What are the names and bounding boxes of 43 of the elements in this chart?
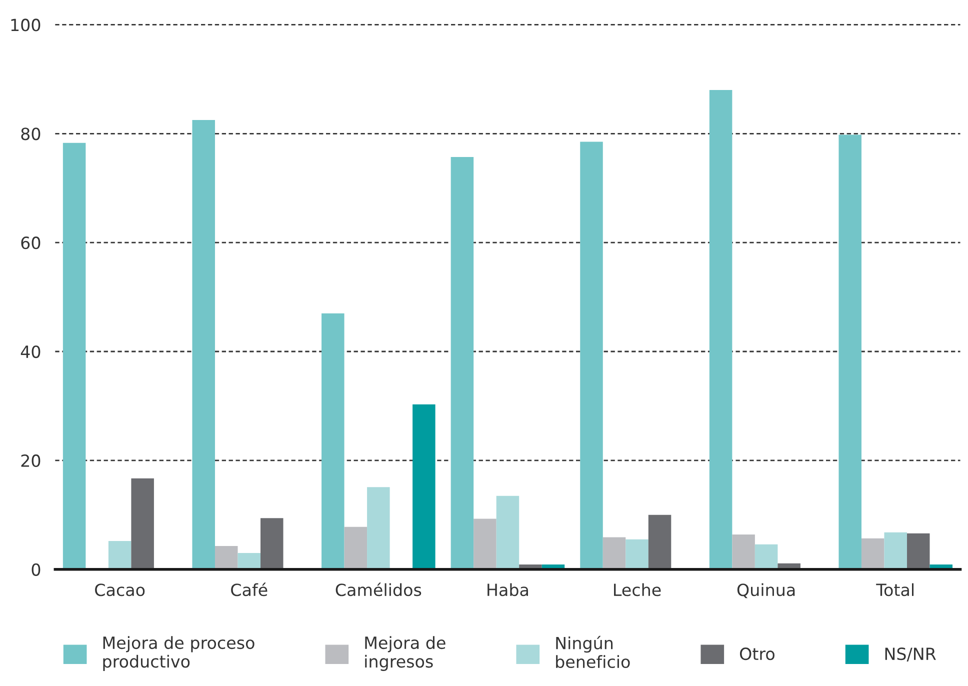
x-tick-label: Haba bbox=[488, 583, 528, 596]
legend-label: Otro bbox=[740, 648, 774, 660]
y-tick-label: 80 bbox=[21, 128, 40, 140]
bar bbox=[709, 90, 732, 570]
y-tick-label: 40 bbox=[20, 345, 40, 358]
legend-label: Mejora de proceso productivo bbox=[103, 636, 254, 671]
bar bbox=[906, 533, 930, 570]
y-tick-label: 0 bbox=[32, 563, 40, 576]
bar bbox=[626, 539, 648, 570]
bar bbox=[344, 526, 368, 570]
bar bbox=[496, 496, 520, 570]
bar bbox=[474, 518, 496, 570]
y-tick-label: 100 bbox=[11, 18, 40, 32]
legend-label: Ningún beneficio bbox=[556, 636, 630, 668]
bar bbox=[580, 142, 603, 570]
legend-label: Mejora de ingresos bbox=[365, 636, 446, 671]
x-tick-label: Café bbox=[231, 582, 268, 596]
bar bbox=[450, 157, 474, 570]
bar bbox=[754, 544, 778, 570]
bar bbox=[238, 553, 260, 570]
y-tick-label: 20 bbox=[21, 454, 40, 468]
bar bbox=[732, 534, 755, 570]
bar bbox=[602, 537, 626, 570]
x-tick-label: Quinua bbox=[737, 583, 795, 598]
bar bbox=[838, 134, 862, 570]
legend-label: NS/NR bbox=[885, 648, 936, 662]
x-tick-label: Leche bbox=[614, 583, 661, 596]
bar bbox=[861, 538, 884, 570]
bar bbox=[648, 514, 672, 570]
bar bbox=[62, 142, 86, 570]
bar bbox=[260, 518, 284, 570]
x-tick-label: Cacao bbox=[95, 584, 145, 596]
y-tick-label: 60 bbox=[21, 236, 40, 250]
bar bbox=[322, 313, 344, 570]
bar bbox=[884, 532, 907, 570]
bar bbox=[367, 487, 390, 570]
bar bbox=[412, 404, 436, 570]
x-tick-label: Total bbox=[876, 583, 914, 596]
bar bbox=[108, 541, 132, 570]
bar bbox=[192, 120, 215, 570]
x-tick-label: Camélidos bbox=[336, 582, 422, 596]
bar bbox=[214, 546, 238, 570]
bar bbox=[131, 478, 154, 570]
